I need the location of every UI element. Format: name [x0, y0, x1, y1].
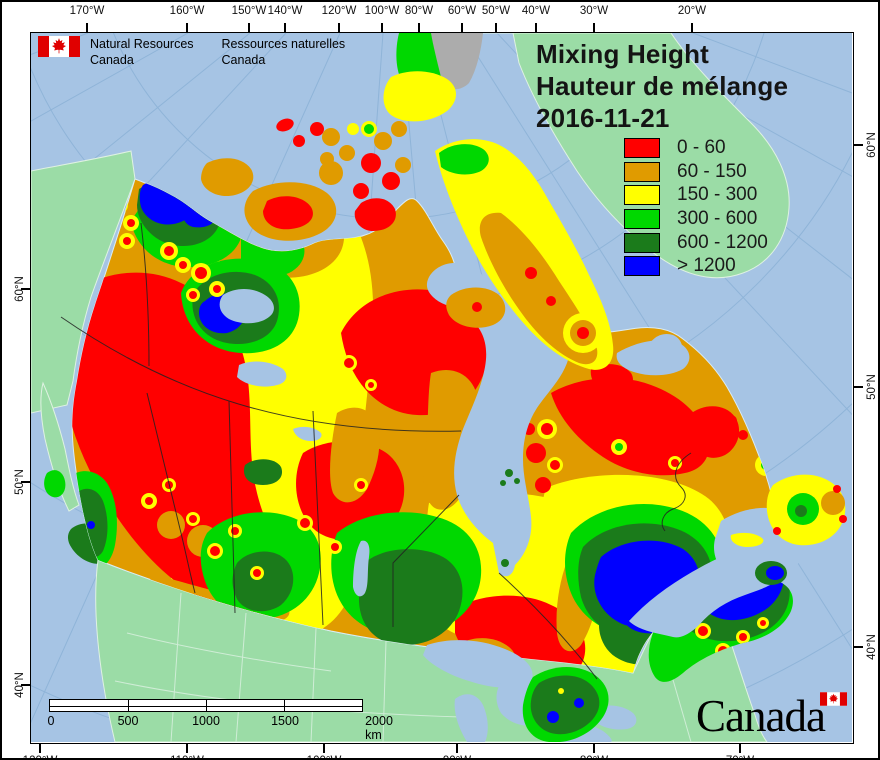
legend-label: > 1200	[677, 255, 736, 277]
wordmark-text: Canada	[696, 691, 826, 741]
legend-row: 600 - 1200	[624, 231, 768, 253]
alaska-landmass	[31, 150, 136, 414]
axis-label: 50°W	[481, 5, 511, 17]
logo-text-en: Natural Resources	[90, 37, 194, 51]
axis-label: 120°W	[23, 755, 58, 758]
legend-row: 300 - 600	[624, 208, 768, 230]
legend-label: 0 - 60	[677, 137, 726, 158]
legend-label: 60 - 150	[677, 160, 747, 182]
wordmark-flag-icon	[820, 692, 847, 706]
great-bear-lake	[219, 289, 274, 324]
baffin-island	[435, 139, 614, 370]
legend-swatch	[624, 209, 660, 230]
great-slave-lake	[237, 361, 287, 387]
axis-label: 160°W	[169, 5, 205, 17]
logo-text-en2: Canada	[90, 53, 134, 67]
newfoundland-region	[730, 474, 847, 585]
axis-label: 70°W	[726, 755, 754, 758]
alaska-panhandle	[40, 381, 80, 512]
logo-text-fr: Ressources naturelles	[221, 37, 346, 51]
axis-label: 100°W	[364, 5, 400, 17]
boothia-peninsula	[354, 198, 396, 231]
legend-swatch	[624, 185, 660, 206]
axis-label: 140°W	[267, 5, 303, 17]
axis-label: 80°W	[580, 755, 608, 758]
axis-label: 30°W	[579, 5, 609, 17]
legend-swatch	[624, 138, 660, 158]
canada-flag-icon	[38, 36, 80, 57]
legend-label: 600 - 1200	[677, 231, 768, 253]
scale-label: 500	[117, 714, 139, 728]
axis-label: 100°W	[307, 755, 342, 758]
nrcan-logo: Natural Resources Canada Ressources natu…	[38, 36, 373, 68]
title-date: 2016-11-21	[536, 103, 670, 133]
arctic-islands	[201, 33, 614, 567]
legend-swatch	[624, 161, 660, 182]
legend: 0 - 60 60 - 150 150 - 300 300 - 600 600 …	[624, 137, 768, 280]
ungava-bay	[647, 333, 683, 368]
devon-island	[383, 71, 456, 122]
axis-label: 170°W	[69, 5, 105, 17]
axis-label: 40°N	[865, 634, 878, 660]
legend-label: 150 - 300	[677, 184, 758, 206]
title-line-fr: Hauteur de mélange	[536, 71, 789, 101]
axis-label: 40°W	[521, 5, 551, 17]
legend-row: 150 - 300	[624, 184, 768, 206]
scale-label: 1000	[192, 714, 220, 728]
scale-bar-labels: 0 500 1000 1500 2000 km	[47, 714, 393, 742]
lake-michigan	[454, 694, 488, 742]
axis-label: 50°N	[865, 374, 878, 400]
map-frame	[30, 32, 854, 744]
scale-label: 1500	[271, 714, 299, 728]
lake-superior	[423, 640, 533, 688]
legend-row: > 1200	[624, 255, 768, 277]
axis-label: 90°W	[443, 755, 471, 758]
lake-winnipeg	[353, 540, 370, 597]
canada-wordmark: Canada	[696, 690, 847, 742]
hudson-bay	[454, 315, 570, 577]
logo-text-fr2: Canada	[221, 53, 266, 67]
axis-label: 60°N	[865, 132, 878, 158]
axis-label: 80°W	[404, 5, 434, 17]
banks-island	[201, 158, 254, 197]
province-borders	[60, 222, 692, 680]
axis-label: 150°W	[231, 5, 267, 17]
axis-label: 20°W	[677, 5, 707, 17]
axis-label: 60°W	[447, 5, 477, 17]
scale-bar	[49, 699, 363, 712]
legend-label: 300 - 600	[677, 208, 758, 230]
legend-row: 60 - 150	[624, 160, 768, 182]
water-bodies	[219, 262, 805, 742]
scale-label: 0	[47, 714, 55, 728]
title-line-en: Mixing Height	[536, 39, 710, 69]
haida-gwaii	[44, 470, 66, 498]
map-image	[31, 33, 852, 742]
scale-label: 2000 km	[365, 714, 393, 742]
legend-swatch	[624, 256, 660, 277]
no-data-area	[431, 33, 483, 90]
axis-label: 110°W	[170, 755, 204, 758]
legend-row: 0 - 60	[624, 137, 768, 158]
axis-label: 120°W	[321, 5, 357, 17]
legend-swatch	[624, 232, 660, 253]
map-title: Mixing Height Hauteur de mélange 2016-11…	[536, 38, 788, 134]
anticosti-island	[730, 532, 764, 547]
southern-ontario-region	[522, 666, 609, 742]
